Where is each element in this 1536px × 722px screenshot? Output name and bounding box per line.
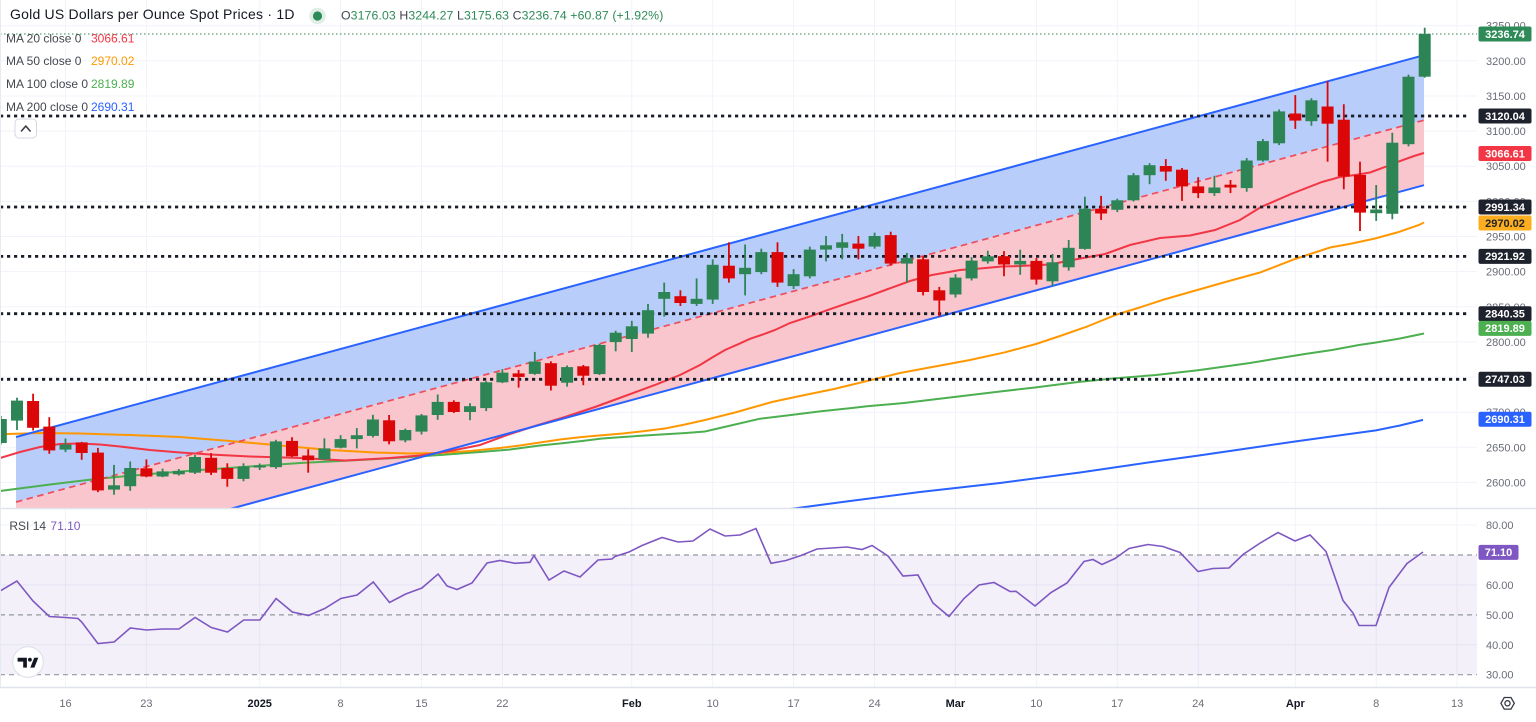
svg-text:80.00: 80.00: [1486, 520, 1514, 532]
svg-text:2991.34: 2991.34: [1485, 202, 1526, 214]
svg-text:2900.00: 2900.00: [1486, 267, 1526, 279]
svg-text:Feb: Feb: [622, 698, 642, 710]
svg-text:2970.02: 2970.02: [91, 54, 135, 68]
svg-text:2690.31: 2690.31: [91, 100, 135, 114]
svg-text:10: 10: [1030, 698, 1042, 710]
svg-text:3066.61: 3066.61: [91, 32, 135, 46]
svg-text:13: 13: [1451, 698, 1463, 710]
svg-text:16: 16: [59, 698, 71, 710]
svg-text:2840.35: 2840.35: [1485, 309, 1525, 321]
svg-text:22: 22: [496, 698, 508, 710]
svg-text:O3176.03 H3244.27 L3175.63 C32: O3176.03 H3244.27 L3175.63 C3236.74 +60.…: [341, 8, 663, 22]
svg-text:MA 100 close 0: MA 100 close 0: [6, 77, 88, 91]
svg-text:Mar: Mar: [946, 698, 966, 710]
svg-text:8: 8: [338, 698, 344, 710]
svg-text:2819.89: 2819.89: [1485, 323, 1525, 335]
svg-text:MA 20 close 0: MA 20 close 0: [6, 32, 82, 46]
svg-text:17: 17: [1111, 698, 1123, 710]
svg-text:3120.04: 3120.04: [1485, 111, 1526, 123]
svg-text:17: 17: [787, 698, 799, 710]
svg-text:24: 24: [1192, 698, 1204, 710]
svg-text:2921.92: 2921.92: [1485, 251, 1525, 263]
svg-text:23: 23: [140, 698, 152, 710]
svg-text:3236.74: 3236.74: [1485, 29, 1526, 41]
svg-text:2025: 2025: [247, 698, 271, 710]
svg-text:30.00: 30.00: [1486, 670, 1514, 682]
svg-text:2600.00: 2600.00: [1486, 478, 1526, 490]
svg-text:3100.00: 3100.00: [1486, 126, 1526, 138]
svg-text:2690.31: 2690.31: [1485, 414, 1525, 426]
svg-text:10: 10: [707, 698, 719, 710]
svg-text:2970.02: 2970.02: [1485, 218, 1525, 230]
svg-text:MA 200 close 0: MA 200 close 0: [6, 100, 88, 114]
svg-text:Gold US Dollars per Ounce Spot: Gold US Dollars per Ounce Spot Prices · …: [10, 6, 295, 22]
svg-text:2950.00: 2950.00: [1486, 232, 1526, 244]
svg-text:3050.00: 3050.00: [1486, 161, 1526, 173]
svg-text:RSI 14: RSI 14: [9, 519, 46, 533]
svg-text:3150.00: 3150.00: [1486, 91, 1526, 103]
svg-text:24: 24: [868, 698, 880, 710]
svg-text:71.10: 71.10: [50, 519, 80, 533]
svg-text:71.10: 71.10: [1485, 547, 1513, 559]
svg-text:3066.61: 3066.61: [1485, 148, 1525, 160]
svg-text:15: 15: [415, 698, 427, 710]
svg-text:2650.00: 2650.00: [1486, 442, 1526, 454]
svg-text:2819.89: 2819.89: [91, 77, 135, 91]
svg-text:60.00: 60.00: [1486, 580, 1514, 592]
svg-text:Apr: Apr: [1286, 698, 1306, 710]
svg-text:3200.00: 3200.00: [1486, 56, 1526, 68]
svg-text:2747.03: 2747.03: [1485, 374, 1525, 386]
svg-text:40.00: 40.00: [1486, 640, 1514, 652]
svg-text:2800.00: 2800.00: [1486, 337, 1526, 349]
svg-text:50.00: 50.00: [1486, 610, 1514, 622]
svg-text:MA 50 close 0: MA 50 close 0: [6, 54, 82, 68]
svg-text:8: 8: [1373, 698, 1379, 710]
